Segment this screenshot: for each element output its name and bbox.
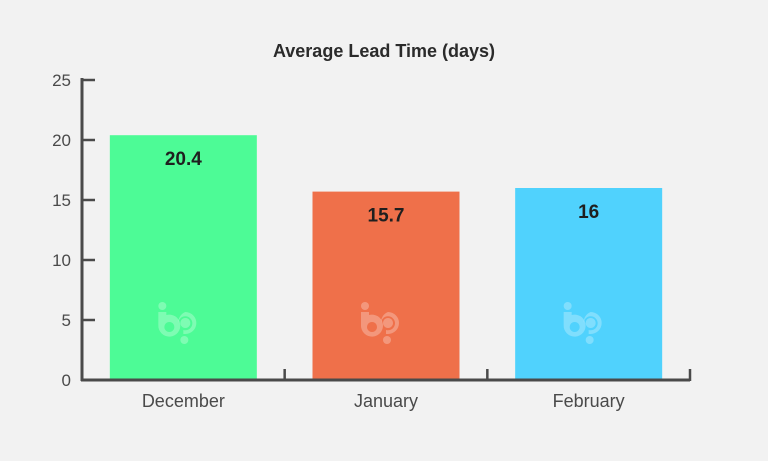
data-label: 15.7 (368, 206, 405, 227)
bar-january (312, 191, 460, 380)
y-tick-label: 5 (62, 311, 71, 330)
chart-title: Average Lead Time (days) (273, 41, 495, 61)
x-ticks-group: December January February (142, 369, 692, 411)
watermark-logo-icon (563, 302, 602, 344)
x-category-label: December (142, 391, 225, 411)
x-category-label: January (354, 391, 418, 411)
watermark-logo-icon (158, 302, 197, 344)
axes-group (80, 78, 690, 382)
data-label: 20.4 (165, 149, 202, 170)
watermark-logo-icon (360, 302, 399, 344)
x-category-label: February (553, 391, 625, 411)
bar-december (109, 135, 257, 380)
y-tick-label: 15 (52, 191, 71, 210)
y-tick-label: 20 (52, 131, 71, 150)
y-tick-label: 25 (52, 71, 71, 90)
y-tick-label: 10 (52, 251, 71, 270)
y-tick-label: 0 (62, 371, 71, 390)
data-label: 16 (578, 202, 599, 223)
bars-group: 20.4 15.7 16 (109, 135, 663, 380)
bar-february (515, 188, 663, 380)
y-ticks-group: 0 5 10 15 20 25 (52, 71, 95, 390)
